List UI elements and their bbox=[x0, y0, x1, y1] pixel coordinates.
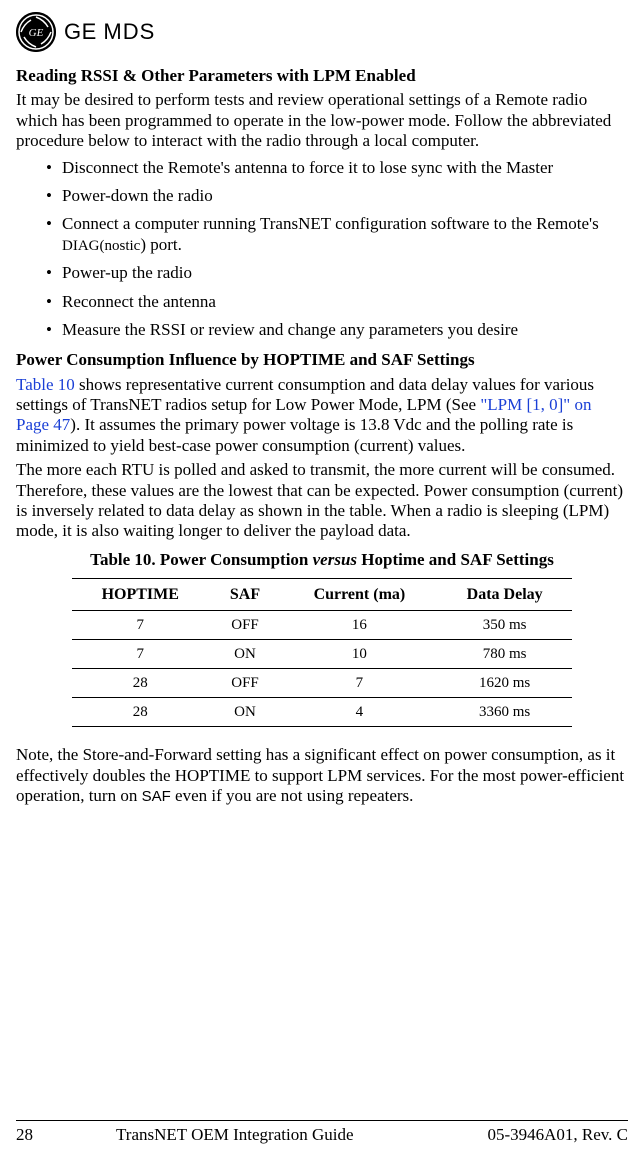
list-text-smallcaps: DIAG(nostic bbox=[62, 238, 140, 254]
table-caption: Table 10. Power Consumption versus Hopti… bbox=[16, 550, 628, 570]
section2-p2: The more each RTU is polled and asked to… bbox=[16, 460, 628, 542]
col-current: Current (ma) bbox=[282, 579, 438, 611]
table-header-row: HOPTIME SAF Current (ma) Data Delay bbox=[72, 579, 572, 611]
doc-number: 05-3946A01, Rev. C bbox=[487, 1125, 628, 1145]
list-item: Reconnect the antenna bbox=[46, 292, 628, 312]
table-row: 7 ON 10 780 ms bbox=[72, 640, 572, 669]
section-heading-rssi: Reading RSSI & Other Parameters with LPM… bbox=[16, 66, 628, 86]
page-number: 28 bbox=[16, 1125, 116, 1145]
table-row: 7 OFF 16 350 ms bbox=[72, 611, 572, 640]
table-row: 28 ON 4 3360 ms bbox=[72, 698, 572, 727]
note-text: even if you are not using repeaters. bbox=[171, 786, 414, 805]
footer-title: TransNET OEM Integration Guide bbox=[116, 1125, 487, 1145]
cell: 7 bbox=[72, 611, 208, 640]
list-text: Connect a computer running TransNET conf… bbox=[62, 214, 599, 233]
cell: ON bbox=[208, 698, 281, 727]
cell: 7 bbox=[72, 640, 208, 669]
brand-text: GE MDS bbox=[64, 19, 155, 45]
procedure-list: Disconnect the Remote's antenna to force… bbox=[16, 158, 628, 341]
cell: 10 bbox=[282, 640, 438, 669]
section-heading-power: Power Consumption Influence by HOPTIME a… bbox=[16, 350, 628, 370]
list-item: Connect a computer running TransNET conf… bbox=[46, 214, 628, 255]
cell: 1620 ms bbox=[437, 669, 572, 698]
header-logo: GE GE MDS bbox=[16, 12, 628, 52]
cell: 28 bbox=[72, 698, 208, 727]
cell: OFF bbox=[208, 611, 281, 640]
power-table: HOPTIME SAF Current (ma) Data Delay 7 OF… bbox=[72, 578, 572, 727]
page-footer: 28 TransNET OEM Integration Guide 05-394… bbox=[16, 1120, 628, 1145]
section2-p1: Table 10 shows representative current co… bbox=[16, 375, 628, 457]
cell: 16 bbox=[282, 611, 438, 640]
cell: 28 bbox=[72, 669, 208, 698]
cell: 780 ms bbox=[437, 640, 572, 669]
brand-mds: MDS bbox=[103, 19, 155, 44]
col-delay: Data Delay bbox=[437, 579, 572, 611]
note-para: Note, the Store-and-Forward setting has … bbox=[16, 745, 628, 806]
list-item: Power-up the radio bbox=[46, 263, 628, 283]
col-saf: SAF bbox=[208, 579, 281, 611]
ge-monogram-icon: GE bbox=[16, 12, 56, 52]
table-row: 28 OFF 7 1620 ms bbox=[72, 669, 572, 698]
col-hoptime: HOPTIME bbox=[72, 579, 208, 611]
section1-intro: It may be desired to perform tests and r… bbox=[16, 90, 628, 151]
list-text: ) port. bbox=[140, 235, 182, 254]
caption-text: Hoptime and SAF Settings bbox=[357, 550, 554, 569]
cell: 7 bbox=[282, 669, 438, 698]
cell: 4 bbox=[282, 698, 438, 727]
cell: 3360 ms bbox=[437, 698, 572, 727]
list-item: Power-down the radio bbox=[46, 186, 628, 206]
brand-ge: GE bbox=[64, 19, 97, 44]
cell: 350 ms bbox=[437, 611, 572, 640]
note-saf: SAF bbox=[142, 788, 171, 805]
caption-text: Table 10. Power Consumption bbox=[90, 550, 312, 569]
table-ref-link[interactable]: Table 10 bbox=[16, 375, 75, 394]
list-item: Measure the RSSI or review and change an… bbox=[46, 320, 628, 340]
list-item: Disconnect the Remote's antenna to force… bbox=[46, 158, 628, 178]
caption-italic: versus bbox=[313, 550, 357, 569]
para-text: ). It assumes the primary power voltage … bbox=[16, 415, 573, 454]
svg-text:GE: GE bbox=[29, 27, 44, 39]
cell: ON bbox=[208, 640, 281, 669]
cell: OFF bbox=[208, 669, 281, 698]
